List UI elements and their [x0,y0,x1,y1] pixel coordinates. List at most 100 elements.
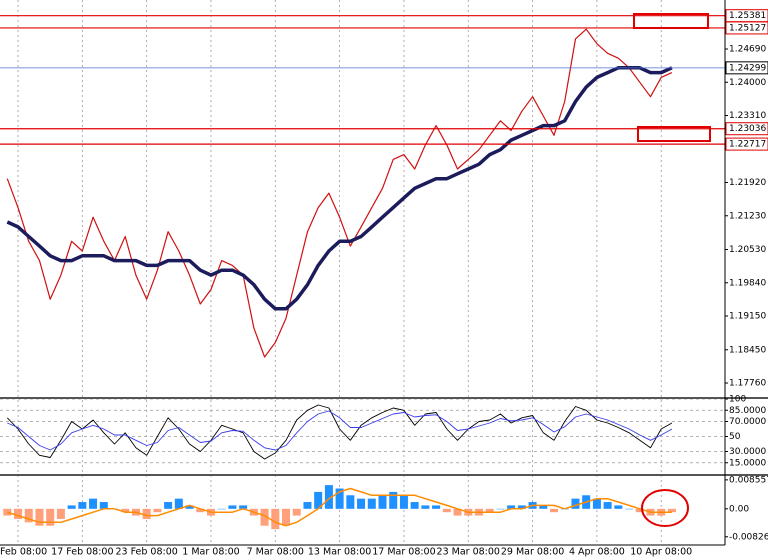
histogram-bar [614,505,623,509]
y-tick-label: 30.0000 [729,447,766,457]
histogram-bar [399,495,408,509]
y-tick-label: 1.19840 [729,278,766,288]
histogram-bar [174,498,183,509]
histogram-bar [282,508,291,526]
histogram-bar [335,488,344,509]
histogram-bar [378,495,387,509]
annotation-box [637,126,711,142]
histogram-bar [78,502,87,509]
histogram-bar [46,508,55,526]
histogram-bar [453,508,462,516]
x-tick-label: 1 Mar 08:00 [182,547,239,558]
level-label-box [725,21,768,35]
level-label: 1.25127 [729,23,766,33]
histogram-bar [24,508,33,523]
histogram-bar [67,505,76,509]
series-line [6,28,673,358]
histogram-bar [142,508,151,519]
histogram-bar [603,502,612,509]
histogram-bar [56,508,65,519]
y-tick-label: 1.24690 [729,44,766,54]
y-tick-label: 1.21920 [729,178,766,188]
histogram-bar [517,505,526,509]
y-tick-label: 50 [729,432,741,442]
histogram-bar [571,498,580,509]
series-line [7,487,672,527]
y-tick-label: 85.0000 [729,406,766,416]
histogram-bar [357,498,366,509]
level-label-box [725,122,768,136]
histogram-bar [550,508,559,513]
histogram-bar [153,508,162,513]
y-tick-label: 0.008557 [729,475,768,485]
y-tick-label: -0.008265 [729,532,768,542]
histogram-bar [667,508,676,513]
x-tick-label: 4 Apr 08:00 [569,547,625,558]
histogram-bar [217,508,226,510]
histogram-bar [99,502,108,509]
series-line [6,404,673,460]
histogram-bar [89,498,98,509]
histogram-bar [292,508,301,516]
histogram-bar [421,505,430,509]
level-label: 1.23036 [729,124,766,134]
annotation-ellipse [641,489,689,527]
histogram-bar [228,505,237,509]
y-tick-label: 1.18450 [729,345,766,355]
histogram-bar [625,508,634,510]
histogram-bar [196,508,205,513]
histogram-bar [410,502,419,509]
y-tick-label: 15.0000 [729,458,766,468]
histogram-bar [592,498,601,509]
x-tick-label: 10 Apr 08:00 [630,547,692,558]
histogram-bar [324,485,333,509]
y-tick-label: 1.21230 [729,211,766,221]
histogram-bar [271,508,280,530]
x-tick-label: 29 Mar 08:00 [501,547,564,558]
histogram-bar [442,508,451,513]
histogram-bar [303,502,312,509]
y-tick-label: 0.00 [729,504,749,514]
y-tick-label: 1.19150 [729,312,766,322]
histogram-bar [539,505,548,509]
y-tick-label: 1.24000 [729,78,766,88]
x-tick-label: 13 Mar 08:00 [308,547,371,558]
level-label: 1.25381 [729,11,766,21]
histogram-bar [314,491,323,509]
histogram-bar [14,508,23,519]
x-tick-label: 7 Mar 08:00 [247,547,304,558]
level-label: 1.22717 [729,140,766,150]
histogram-bar [121,508,130,513]
annotation-box [633,13,709,29]
series-line [7,410,673,451]
histogram-bar [164,502,173,509]
histogram-bar [635,508,644,513]
current-price-box [725,61,768,75]
y-tick-label: 70.0000 [729,417,766,427]
y-tick-label: 100 [729,395,746,405]
x-tick-label: 23 Feb 08:00 [115,547,177,558]
histogram-bar [346,495,355,509]
x-tick-label: 23 Mar 08:00 [437,547,500,558]
x-tick-label: 17 Mar 08:00 [372,547,435,558]
histogram-bar [507,505,516,509]
histogram-bar [496,508,505,510]
x-tick-label: Feb 08:00 [0,547,47,558]
histogram-bar [185,505,194,509]
histogram-bar [367,498,376,509]
histogram-bar [389,491,398,509]
level-label-box [725,137,768,151]
histogram-bar [35,508,44,526]
y-tick-label: 1.20530 [729,245,766,255]
x-tick-label: 17 Feb 08:00 [51,547,113,558]
histogram-bar [3,508,12,516]
histogram-bar [239,505,248,509]
y-tick-label: 1.17760 [729,379,766,389]
y-tick-label: 1.23310 [729,111,766,121]
series-line [6,66,673,311]
histogram-bar [260,508,269,526]
histogram-bar [485,508,494,513]
